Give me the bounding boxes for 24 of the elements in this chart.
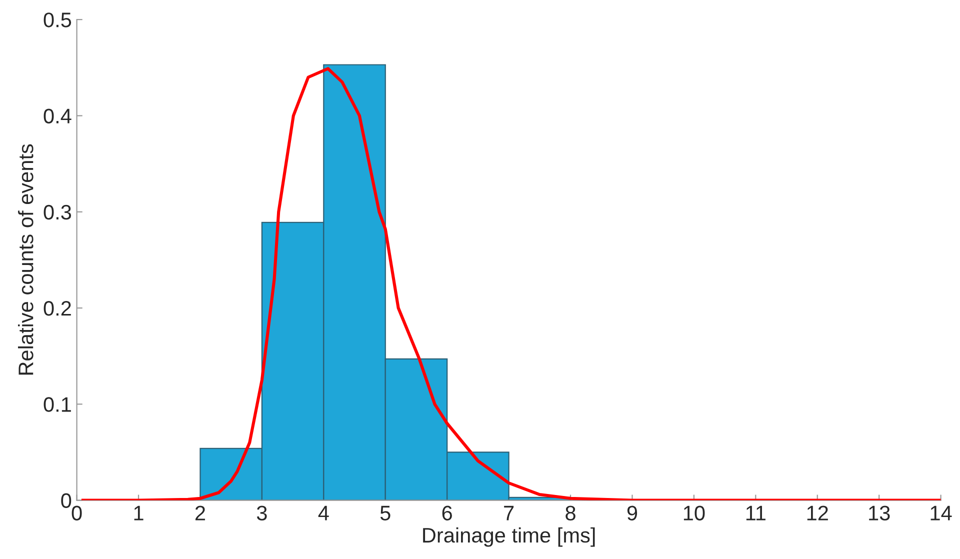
x-tick-label: 7 — [504, 506, 514, 520]
y-tick-label: 0.1 — [44, 397, 71, 412]
x-tick-label: 14 — [930, 506, 952, 520]
x-tick-label: 10 — [684, 506, 705, 520]
x-tick-label: 1 — [134, 506, 144, 520]
x-tick-label: 2 — [195, 506, 205, 520]
x-tick-label: 4 — [318, 506, 329, 520]
line-series — [81, 67, 941, 500]
x-tick-label: 8 — [566, 506, 576, 520]
y-tick-label: 0.5 — [44, 12, 72, 28]
y-tick-label: 0 — [61, 493, 72, 508]
x-tick-label: 9 — [627, 506, 638, 520]
y-tick-label: 0.4 — [44, 108, 72, 124]
x-tick-label: 11 — [746, 506, 766, 520]
x-tick-label: 12 — [807, 506, 828, 520]
x-tick-label: 0 — [72, 506, 82, 520]
x-tick-label: 6 — [442, 506, 452, 520]
y-tick-label: 0.3 — [44, 204, 72, 220]
y-tick-label: 0.2 — [44, 301, 71, 316]
x-axis-title: Drainage time [ms] — [423, 527, 595, 547]
x-tick-label: 5 — [380, 506, 390, 520]
y-axis-title: Relative counts of events — [18, 144, 34, 375]
x-tick-label: 13 — [869, 506, 890, 520]
x-tick-label: 3 — [256, 506, 267, 520]
